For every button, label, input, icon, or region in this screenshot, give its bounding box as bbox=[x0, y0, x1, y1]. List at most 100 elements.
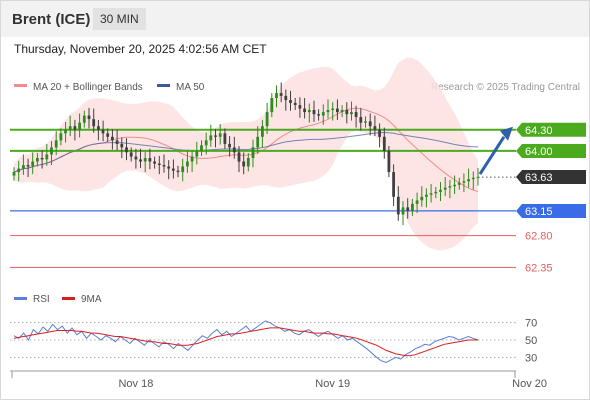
level-label-63.15: 63.15 bbox=[525, 206, 553, 218]
candle-body bbox=[54, 140, 58, 148]
candle-body bbox=[270, 98, 274, 113]
candle-body bbox=[448, 186, 452, 188]
candle-body bbox=[293, 102, 297, 105]
candle-body bbox=[237, 152, 241, 162]
candle bbox=[256, 126, 260, 154]
candle-body bbox=[181, 166, 185, 173]
rsi-ma-legend-swatch bbox=[62, 297, 75, 300]
candle bbox=[162, 154, 166, 173]
rsi-legend-swatch bbox=[14, 297, 27, 300]
candle-body bbox=[228, 143, 231, 148]
candle-body bbox=[153, 161, 156, 164]
candle-body bbox=[256, 136, 260, 148]
candle-body bbox=[12, 172, 16, 176]
candle-body bbox=[17, 168, 21, 173]
candle bbox=[171, 159, 175, 179]
candle bbox=[22, 154, 25, 175]
candle bbox=[401, 201, 405, 226]
candle-body bbox=[106, 133, 110, 137]
candle bbox=[106, 128, 110, 142]
candle-body bbox=[340, 110, 344, 113]
candle-body bbox=[457, 182, 461, 185]
candle bbox=[354, 105, 358, 128]
level-label-63.63: 63.63 bbox=[525, 172, 553, 184]
candle bbox=[392, 164, 395, 206]
forecast-arrow bbox=[478, 126, 513, 175]
interval-badge[interactable]: 30 MIN bbox=[93, 8, 146, 30]
candle-body bbox=[115, 140, 119, 144]
candle-body bbox=[139, 159, 142, 162]
candle bbox=[82, 110, 86, 128]
candle-body bbox=[298, 105, 302, 109]
candle-body bbox=[354, 112, 358, 117]
candle-body bbox=[279, 93, 283, 96]
candle bbox=[176, 165, 180, 178]
candle bbox=[181, 158, 185, 182]
candle bbox=[251, 139, 255, 168]
candle bbox=[457, 177, 461, 190]
candle-body bbox=[82, 115, 86, 123]
candle bbox=[228, 136, 231, 157]
candle-body bbox=[92, 119, 96, 127]
candle-body bbox=[209, 135, 213, 141]
candle-body bbox=[425, 194, 428, 197]
candle-body bbox=[303, 108, 306, 113]
x-tick-label: Nov 18 bbox=[118, 378, 153, 390]
rsi-tick-70: 70 bbox=[525, 318, 537, 330]
rsi-ma-line bbox=[13, 327, 478, 357]
candle-body bbox=[434, 191, 438, 194]
candle-body bbox=[265, 112, 269, 127]
level-tag-63.15 bbox=[516, 203, 586, 218]
x-axis: Nov 18 Nov 19 Nov 20 bbox=[10, 370, 547, 390]
candle bbox=[78, 113, 81, 138]
rsi-legend-label: RSI bbox=[33, 294, 50, 305]
header-bar: Brent (ICE) 30 MIN bbox=[1, 1, 589, 37]
candle-body bbox=[26, 165, 30, 167]
candle bbox=[415, 192, 419, 214]
price-levels bbox=[10, 128, 516, 268]
candle-body bbox=[307, 110, 311, 113]
candle bbox=[359, 107, 363, 131]
candle-body bbox=[378, 129, 381, 137]
candle bbox=[425, 188, 428, 208]
candle bbox=[261, 119, 264, 148]
candle-body bbox=[411, 203, 414, 211]
candle-body bbox=[242, 161, 246, 167]
candle-body bbox=[471, 177, 475, 180]
candle bbox=[293, 98, 297, 110]
candle bbox=[289, 90, 292, 111]
candle bbox=[336, 99, 339, 120]
candle-body bbox=[68, 126, 72, 130]
candle bbox=[312, 100, 316, 122]
candle-body bbox=[284, 95, 288, 101]
candle-body bbox=[420, 196, 424, 201]
candle-body bbox=[476, 177, 480, 179]
candle bbox=[279, 82, 283, 103]
candle bbox=[148, 148, 152, 170]
level-label-62.35: 62.35 bbox=[525, 262, 553, 274]
candle-body bbox=[200, 145, 203, 151]
bollinger-band bbox=[14, 57, 478, 251]
x-tick-label: Nov 20 bbox=[512, 378, 547, 390]
candle-body bbox=[218, 133, 222, 137]
candle-body bbox=[467, 179, 470, 182]
candle-body bbox=[73, 126, 77, 130]
ma20-legend-swatch bbox=[14, 84, 27, 87]
candle bbox=[186, 150, 189, 173]
candle-body bbox=[101, 129, 105, 134]
candle bbox=[143, 151, 147, 173]
candle-body bbox=[87, 115, 91, 120]
candle bbox=[443, 177, 447, 197]
candle bbox=[373, 115, 377, 137]
candle bbox=[303, 98, 306, 119]
candle-body bbox=[162, 165, 166, 167]
ma50-legend-swatch bbox=[157, 84, 170, 87]
candle bbox=[195, 141, 199, 165]
candle bbox=[204, 132, 208, 155]
candlesticks bbox=[12, 82, 480, 226]
level-tag-63.63 bbox=[516, 170, 586, 185]
candle-body bbox=[120, 143, 124, 148]
moving-averages bbox=[13, 107, 479, 192]
candle bbox=[387, 146, 391, 178]
